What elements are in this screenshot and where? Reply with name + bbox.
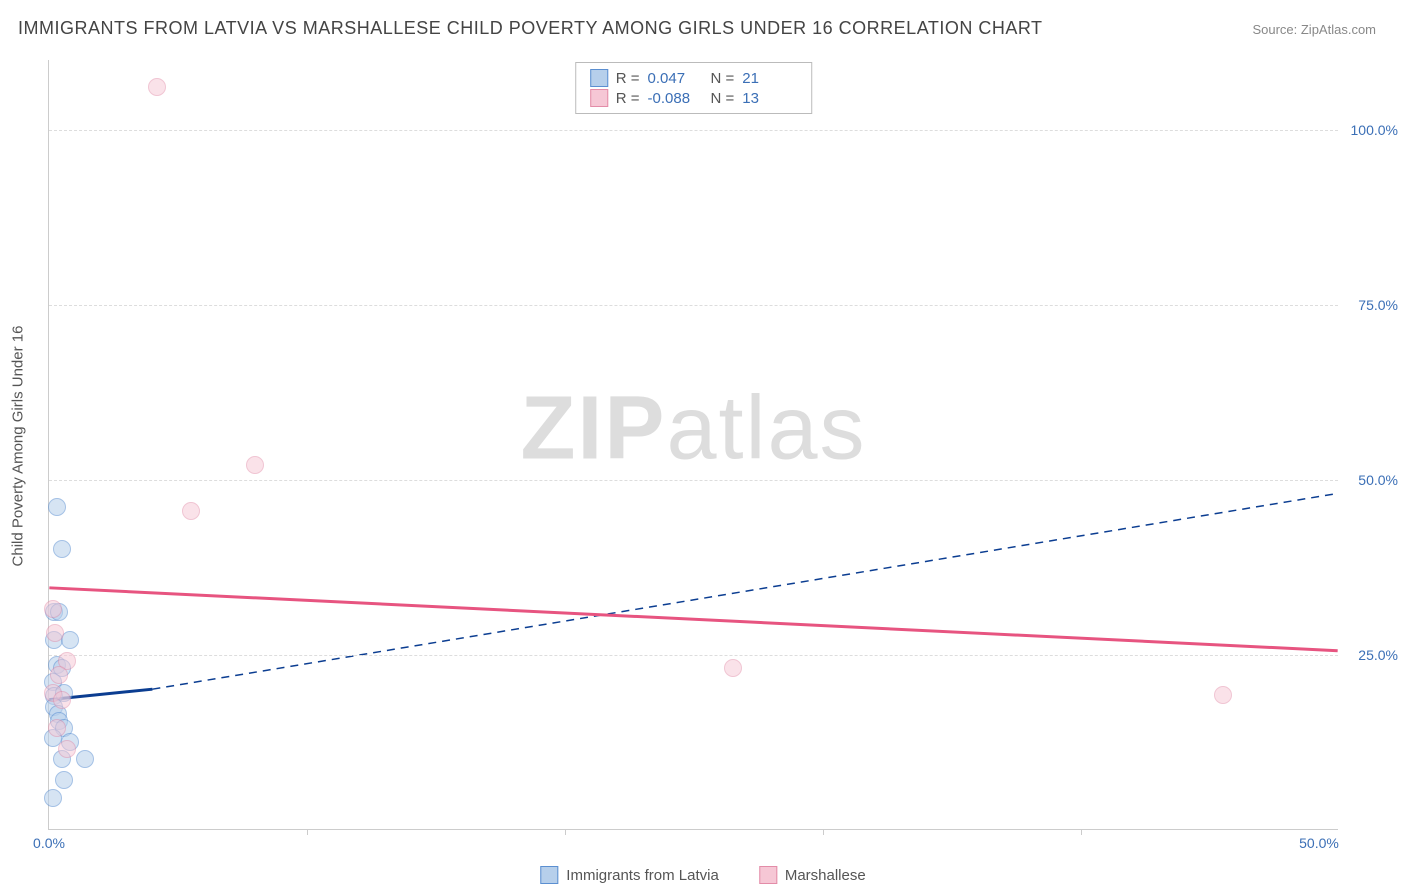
scatter-point bbox=[148, 78, 166, 96]
correlation-stats-box: R = 0.047 N = 21 R = -0.088 N = 13 bbox=[575, 62, 813, 114]
legend: Immigrants from Latvia Marshallese bbox=[540, 866, 865, 884]
swatch-icon bbox=[540, 866, 558, 884]
r-label: R = bbox=[616, 70, 640, 87]
swatch-icon bbox=[590, 69, 608, 87]
scatter-point bbox=[44, 600, 62, 618]
y-tick-label: 50.0% bbox=[1358, 472, 1398, 488]
scatter-point bbox=[53, 691, 71, 709]
gridline-h bbox=[49, 655, 1338, 656]
scatter-point bbox=[44, 789, 62, 807]
scatter-point bbox=[53, 540, 71, 558]
scatter-point bbox=[76, 750, 94, 768]
gridline-h bbox=[49, 130, 1338, 131]
x-tick-mark bbox=[823, 829, 824, 835]
swatch-icon bbox=[590, 89, 608, 107]
source-label: Source: ZipAtlas.com bbox=[1252, 22, 1376, 37]
legend-label: Marshallese bbox=[785, 867, 866, 884]
legend-item: Marshallese bbox=[759, 866, 866, 884]
legend-item: Immigrants from Latvia bbox=[540, 866, 719, 884]
n-value: 21 bbox=[742, 70, 797, 87]
scatter-point bbox=[58, 740, 76, 758]
watermark: ZIPatlas bbox=[520, 378, 866, 481]
scatter-point bbox=[55, 771, 73, 789]
gridline-h bbox=[49, 305, 1338, 306]
trend-lines-layer bbox=[49, 60, 1338, 829]
y-tick-label: 25.0% bbox=[1358, 647, 1398, 663]
stats-row: R = 0.047 N = 21 bbox=[590, 69, 798, 87]
scatter-point bbox=[48, 719, 66, 737]
r-value: 0.047 bbox=[648, 70, 703, 87]
y-axis-label: Child Poverty Among Girls Under 16 bbox=[10, 326, 27, 567]
x-tick-mark bbox=[1081, 829, 1082, 835]
chart-title: IMMIGRANTS FROM LATVIA VS MARSHALLESE CH… bbox=[18, 18, 1043, 39]
x-tick-mark bbox=[565, 829, 566, 835]
x-tick-mark bbox=[307, 829, 308, 835]
scatter-point bbox=[724, 659, 742, 677]
n-value: 13 bbox=[742, 90, 797, 107]
scatter-point bbox=[1214, 686, 1232, 704]
scatter-point bbox=[50, 666, 68, 684]
scatter-point bbox=[246, 456, 264, 474]
legend-label: Immigrants from Latvia bbox=[566, 867, 719, 884]
y-tick-label: 75.0% bbox=[1358, 297, 1398, 313]
r-label: R = bbox=[616, 90, 640, 107]
n-label: N = bbox=[711, 70, 735, 87]
plot-area: ZIPatlas R =0.047N =21R =-0.088N =13 25.… bbox=[48, 60, 1338, 830]
scatter-point bbox=[48, 498, 66, 516]
scatter-point bbox=[182, 502, 200, 520]
x-tick-label: 0.0% bbox=[33, 835, 65, 851]
scatter-point bbox=[46, 624, 64, 642]
stats-row: R = -0.088 N = 13 bbox=[590, 89, 798, 107]
n-label: N = bbox=[711, 90, 735, 107]
y-tick-label: 100.0% bbox=[1351, 122, 1398, 138]
r-value: -0.088 bbox=[648, 90, 703, 107]
gridline-h bbox=[49, 480, 1338, 481]
x-tick-label: 50.0% bbox=[1299, 835, 1339, 851]
swatch-icon bbox=[759, 866, 777, 884]
chart-container: IMMIGRANTS FROM LATVIA VS MARSHALLESE CH… bbox=[0, 0, 1406, 892]
